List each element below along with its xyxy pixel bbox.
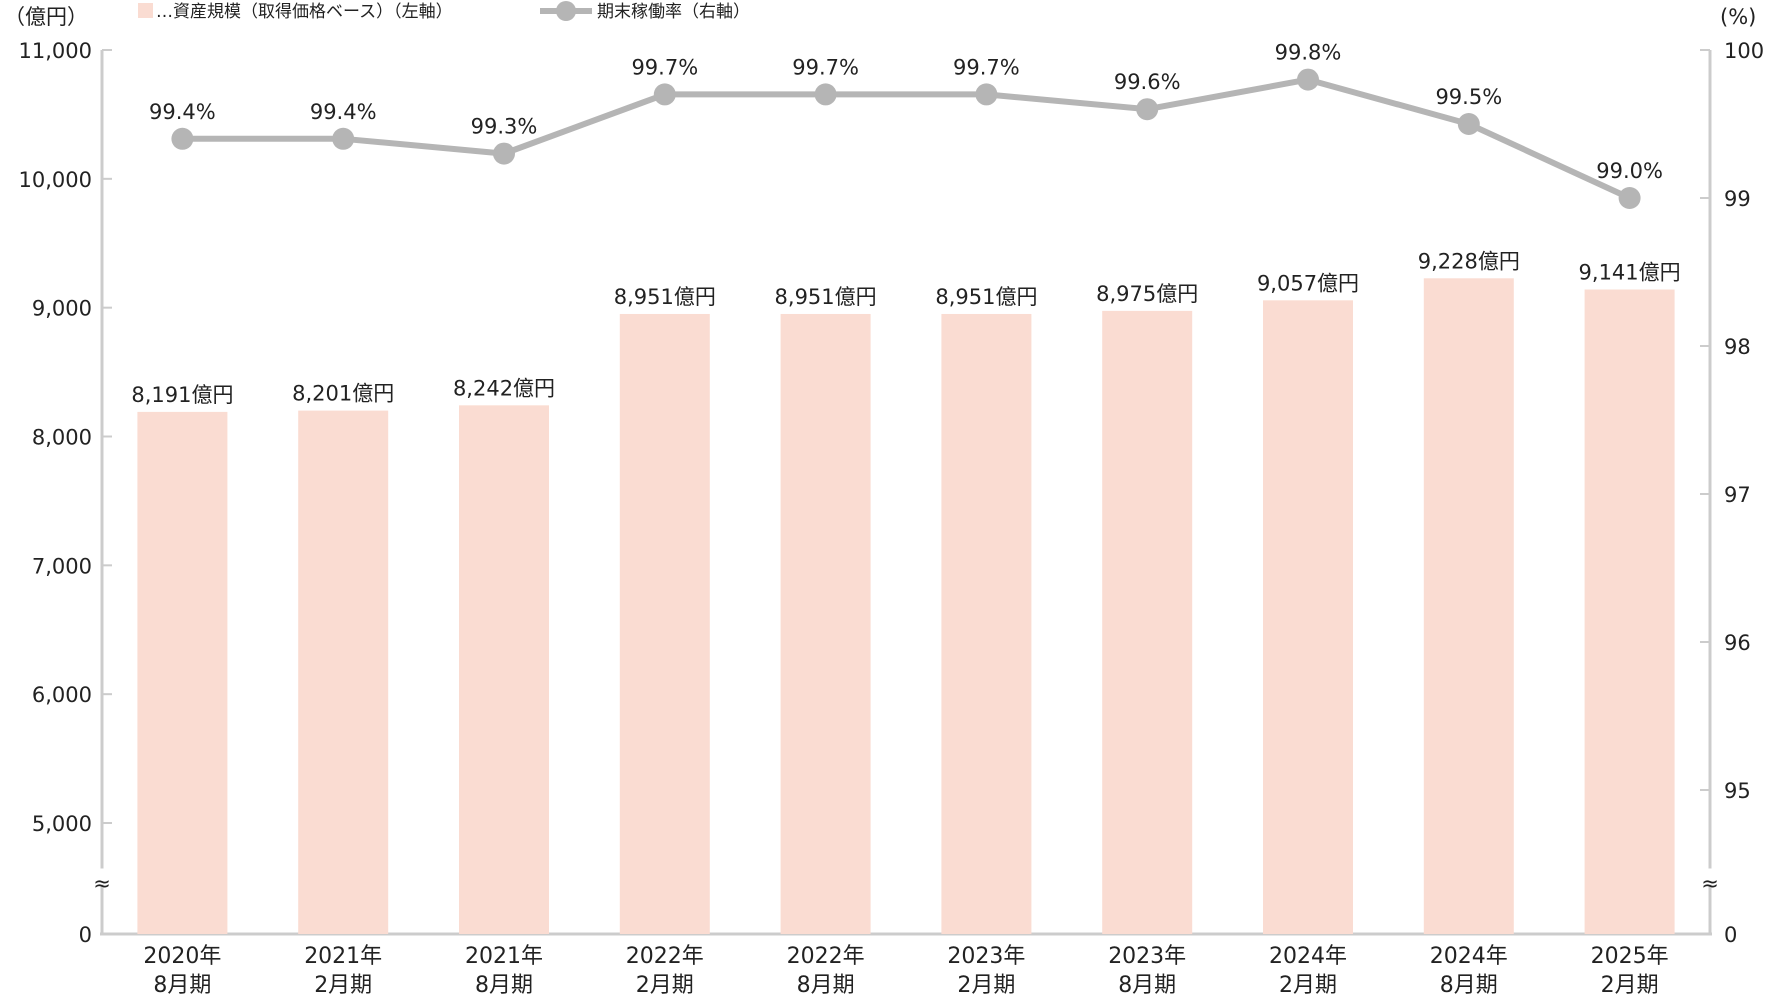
bar-value-label: 8,951億円 bbox=[775, 285, 877, 309]
category-label-year: 2021年 bbox=[465, 944, 543, 969]
bar bbox=[1584, 289, 1675, 934]
category-label-year: 2023年 bbox=[947, 944, 1025, 969]
bar bbox=[941, 313, 1032, 934]
left-tick-label: 8,000 bbox=[32, 426, 92, 450]
line-value-label: 99.6% bbox=[1114, 70, 1181, 94]
bar-data-labels: 8,191億円 8,201億円 8,242億円 8,951億円 8,951億円 8,951… bbox=[131, 249, 1680, 407]
line-point bbox=[332, 127, 355, 150]
category-label-year: 2021年 bbox=[304, 944, 382, 969]
right-axis-break-mask bbox=[1696, 868, 1724, 885]
bar-value-label: 9,228億円 bbox=[1418, 249, 1520, 273]
legend-line-label: 期末稼働率（右軸） bbox=[597, 2, 750, 22]
line-point bbox=[653, 83, 676, 106]
category-label-period: 2月期 bbox=[636, 973, 694, 998]
right-axis-break-symbol: ≈ bbox=[1701, 872, 1719, 896]
line-value-label: 99.7% bbox=[953, 55, 1020, 79]
bar bbox=[1102, 310, 1193, 934]
left-tick-label: 0 bbox=[79, 923, 92, 947]
line-point bbox=[814, 83, 837, 106]
right-tick-label: 97 bbox=[1724, 483, 1751, 507]
line-value-label: 99.0% bbox=[1596, 159, 1663, 183]
right-axis-unit: (%) bbox=[1720, 5, 1756, 29]
category-label-period: 8月期 bbox=[153, 973, 211, 998]
right-tick-label: 0 bbox=[1724, 923, 1737, 947]
bar bbox=[1263, 300, 1353, 934]
category-label-year: 2024年 bbox=[1269, 944, 1347, 969]
bar bbox=[459, 405, 549, 934]
line-value-label: 99.4% bbox=[310, 100, 377, 124]
bar-value-label: 8,975億円 bbox=[1096, 282, 1198, 306]
bar bbox=[619, 313, 710, 934]
line-value-label: 99.4% bbox=[149, 100, 216, 124]
category-label-period: 8月期 bbox=[1440, 973, 1498, 998]
right-axis-ticks: 100 99 98 97 96 95 0 bbox=[1700, 39, 1764, 947]
bar bbox=[137, 411, 228, 934]
legend: …資産規模（取得価格ベース）（左軸） 期末稼働率（右軸） bbox=[138, 1, 750, 22]
category-label-year: 2022年 bbox=[626, 944, 704, 969]
bar-series bbox=[137, 278, 1675, 934]
left-axis-ticks: 11,000 10,000 9,000 8,000 7,000 6,000 5,000 0 bbox=[19, 39, 112, 947]
line-point bbox=[171, 127, 194, 150]
category-label-period: 8月期 bbox=[1118, 973, 1176, 998]
line-point bbox=[1618, 187, 1641, 209]
bar-value-label: 9,057億円 bbox=[1257, 271, 1359, 295]
left-tick-label: 6,000 bbox=[32, 683, 92, 707]
left-tick-label: 5,000 bbox=[32, 812, 92, 836]
line-value-label: 99.7% bbox=[631, 55, 698, 79]
line-series bbox=[171, 68, 1641, 209]
line-value-label: 99.3% bbox=[471, 115, 538, 139]
category-label-period: 2月期 bbox=[1601, 973, 1659, 998]
line-value-label: 99.5% bbox=[1435, 85, 1502, 109]
left-tick-label: 11,000 bbox=[19, 39, 92, 63]
right-tick-label: 100 bbox=[1724, 39, 1764, 63]
line-point bbox=[493, 142, 515, 165]
left-tick-label: 9,000 bbox=[32, 297, 92, 321]
left-axis-break-mask bbox=[88, 868, 116, 885]
category-label-year: 2023年 bbox=[1108, 944, 1186, 969]
category-label-period: 8月期 bbox=[475, 973, 533, 998]
bar bbox=[780, 313, 871, 934]
bar-value-label: 8,242億円 bbox=[453, 376, 555, 400]
axis-breaks: ≈ ≈ bbox=[88, 868, 1724, 896]
category-label-period: 2月期 bbox=[957, 973, 1015, 998]
bar-value-label: 8,201億円 bbox=[292, 382, 394, 406]
bar-value-label: 9,141億円 bbox=[1579, 261, 1681, 285]
legend-bar-label: …資産規模（取得価格ベース）（左軸） bbox=[156, 2, 453, 22]
category-label-year: 2020年 bbox=[143, 944, 221, 969]
left-axis-unit: （億円） bbox=[4, 5, 88, 29]
category-labels: 2020年 8月期 2021年 2月期 2021年 8月期 2022年 2月期 2022年 8月期… bbox=[143, 944, 1668, 998]
right-tick-label: 98 bbox=[1724, 335, 1751, 359]
category-label-year: 2022年 bbox=[787, 944, 865, 969]
bar bbox=[298, 410, 389, 934]
right-tick-label: 95 bbox=[1724, 779, 1751, 803]
left-tick-label: 7,000 bbox=[32, 554, 92, 578]
category-label-year: 2024年 bbox=[1430, 944, 1508, 969]
line-path bbox=[182, 76, 1631, 201]
left-tick-label: 10,000 bbox=[19, 168, 92, 192]
right-tick-label: 99 bbox=[1724, 187, 1751, 211]
category-label-period: 2月期 bbox=[1279, 973, 1337, 998]
line-point bbox=[1297, 68, 1319, 91]
legend-bar-swatch bbox=[138, 3, 153, 18]
line-data-labels: 99.4% 99.4% 99.3% 99.7% 99.7% 99.7% 99.6% 99.8%… bbox=[149, 41, 1663, 183]
line-point bbox=[1457, 113, 1480, 135]
category-label-period: 2月期 bbox=[314, 973, 372, 998]
line-point bbox=[1136, 98, 1159, 121]
line-value-label: 99.8% bbox=[1275, 41, 1342, 65]
line-point bbox=[975, 83, 998, 106]
left-axis-break-symbol: ≈ bbox=[93, 872, 111, 896]
bar-value-label: 8,951億円 bbox=[614, 285, 716, 309]
legend-line-marker bbox=[556, 1, 576, 21]
bar-value-label: 8,951億円 bbox=[935, 285, 1037, 309]
line-value-label: 99.7% bbox=[792, 55, 859, 79]
category-label-year: 2025年 bbox=[1591, 944, 1669, 969]
bar bbox=[1423, 278, 1514, 934]
bar-value-label: 8,191億円 bbox=[131, 383, 233, 407]
right-tick-label: 96 bbox=[1724, 631, 1751, 655]
category-label-period: 8月期 bbox=[797, 973, 855, 998]
